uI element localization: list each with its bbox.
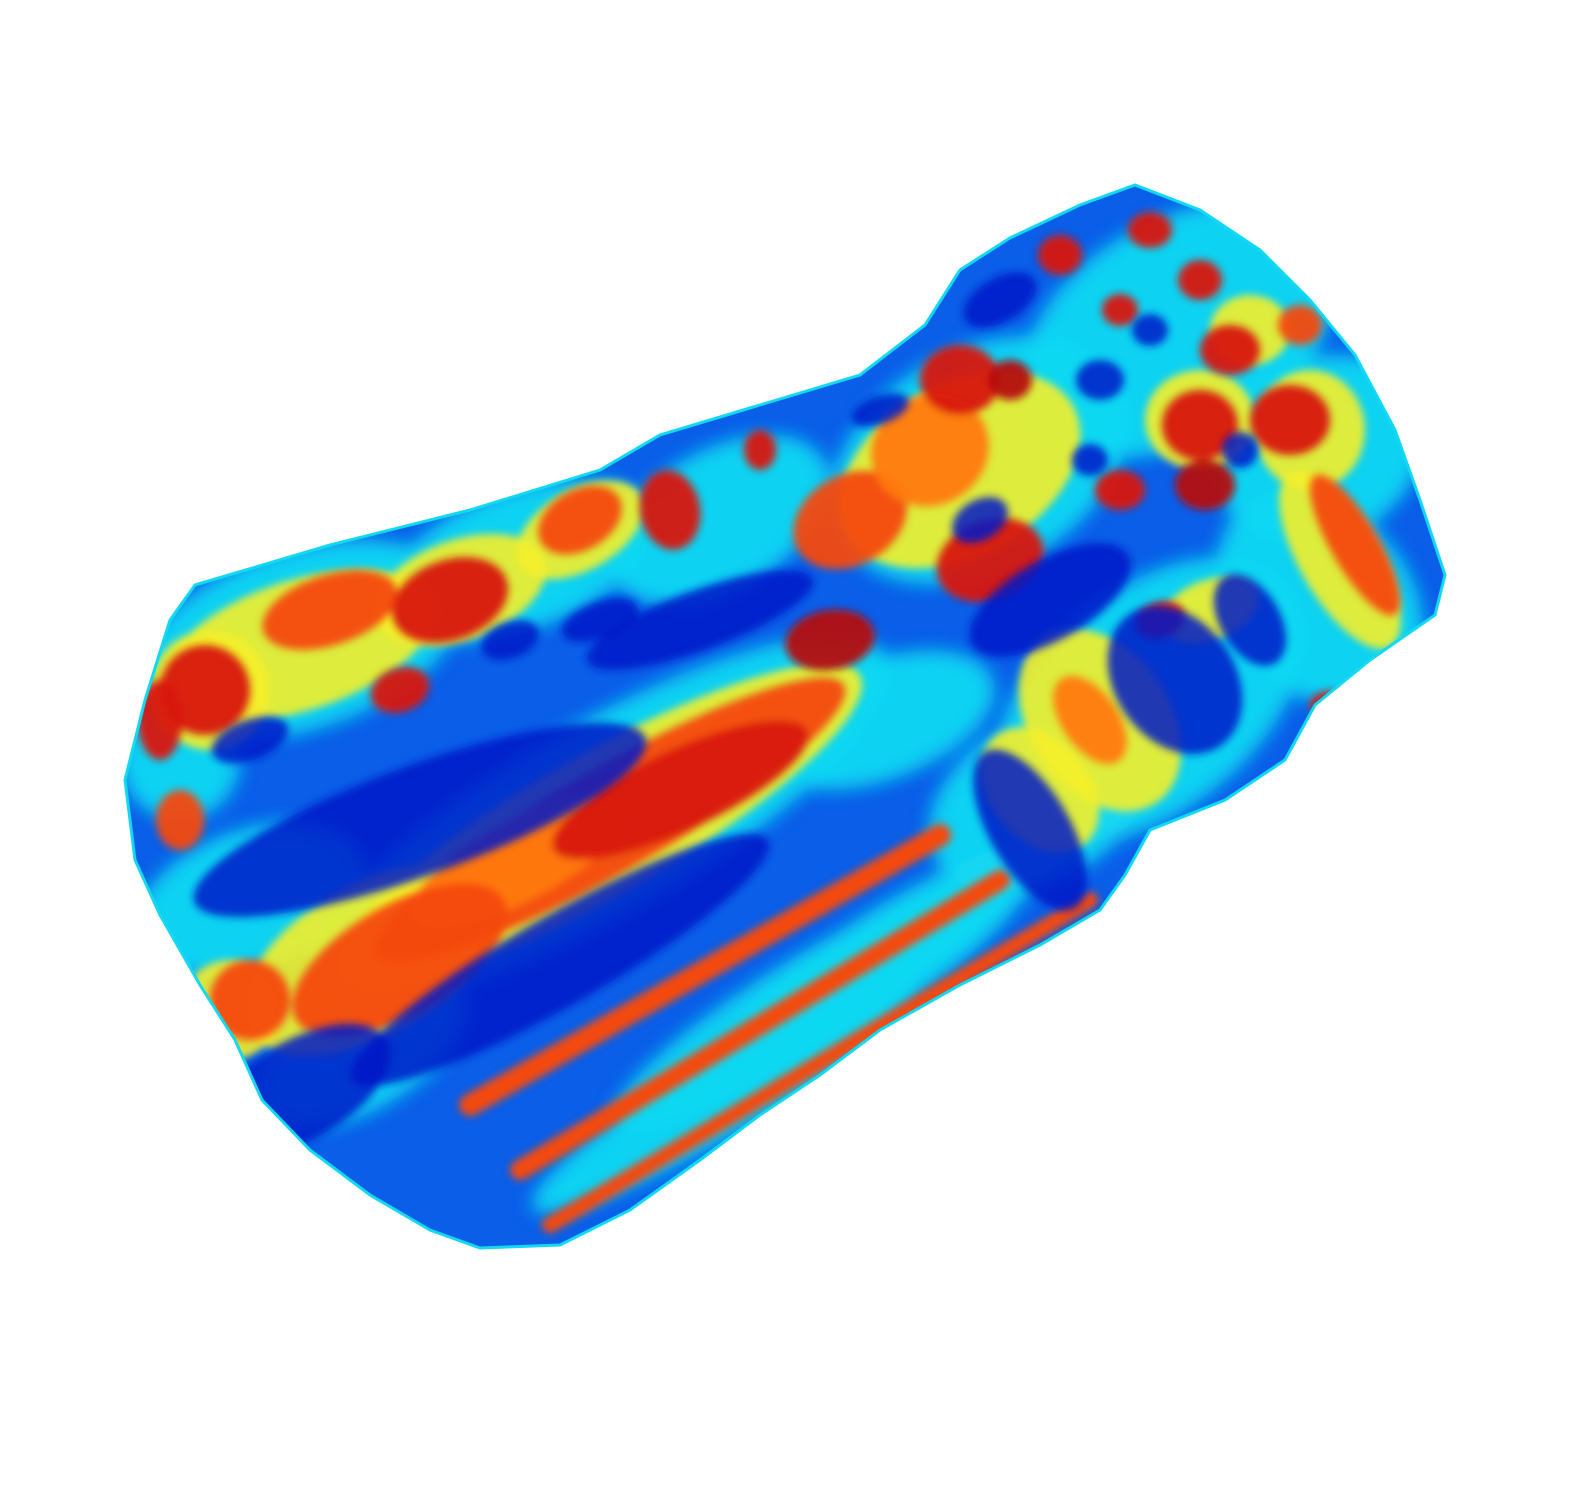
hot-core — [1309, 474, 1401, 616]
cold-valley — [1072, 444, 1108, 476]
cold-valley — [586, 570, 814, 670]
hot-core — [785, 609, 875, 671]
hot-stripe — [510, 870, 1010, 1180]
hot-core — [391, 557, 509, 643]
cold-valley — [561, 598, 639, 642]
cold-valley — [963, 272, 1037, 328]
hot-core — [138, 680, 182, 760]
hot-core — [988, 360, 1032, 400]
hot-core — [1278, 305, 1322, 345]
hot-core — [871, 393, 989, 507]
cold-valley — [350, 833, 770, 1087]
cyan-halo — [531, 966, 929, 1214]
hot-core — [160, 645, 250, 735]
hot-core — [1038, 235, 1082, 275]
hot-core — [639, 470, 701, 550]
cold-valley — [211, 716, 289, 764]
hot-core — [1053, 676, 1127, 764]
cold-valley — [1222, 432, 1258, 468]
hot-core — [920, 345, 1000, 415]
hot-core — [793, 470, 907, 570]
hot-core — [292, 883, 508, 1037]
cold-valley — [1213, 574, 1287, 666]
cold-valley — [851, 393, 909, 427]
hot-core — [156, 790, 204, 850]
hot-core — [1128, 212, 1172, 248]
cold-valley — [952, 497, 1008, 543]
hot-core — [1162, 390, 1238, 460]
hot-stripe — [542, 892, 1098, 1233]
cold-valley-layer — [193, 272, 1287, 1157]
hot-core — [1102, 294, 1138, 326]
cold-valley — [193, 722, 647, 918]
hot-core-layer — [138, 212, 1401, 1233]
hot-core — [744, 430, 776, 470]
hot-core — [210, 960, 290, 1040]
hot-core — [1250, 385, 1330, 455]
hot-core — [370, 666, 430, 714]
cold-valley — [973, 749, 1087, 911]
hot-core — [262, 570, 398, 650]
hot-core — [1178, 260, 1222, 300]
hot-core — [1095, 470, 1145, 510]
cold-valley — [1076, 360, 1124, 400]
cold-valley — [969, 543, 1131, 657]
cold-valley — [1132, 314, 1168, 346]
hot-core — [1200, 325, 1260, 375]
hot-stripe — [459, 824, 951, 1116]
hot-core — [551, 720, 809, 860]
cold-valley — [1107, 605, 1243, 755]
hot-core — [538, 485, 622, 555]
cold-valley — [481, 620, 539, 660]
hot-core — [1175, 460, 1235, 510]
